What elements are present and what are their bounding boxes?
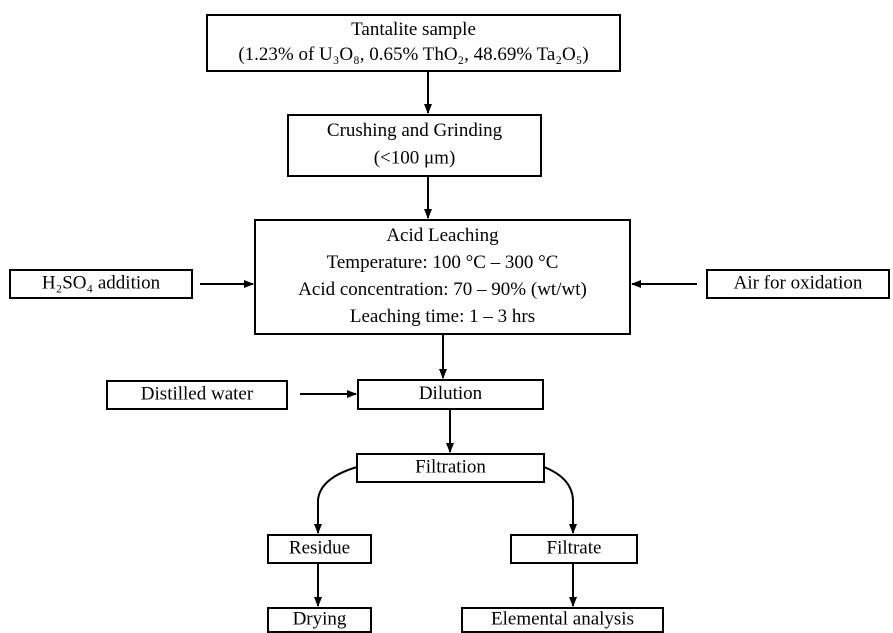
node-label: Temperature: 100 °C – 300 °C [327,252,559,273]
node-label: Filtrate [547,537,602,558]
node-label: (1.23% of U₃O₈, 0.65% ThO₂, 48.69% Ta₂O₅… [238,44,588,65]
node: Drying [267,607,372,633]
node-box [461,607,664,633]
connectors [200,71,697,607]
node-label: Residue [289,537,350,558]
node-label: Elemental analysis [491,608,634,629]
node-label: Tantalite sample [351,19,476,40]
node-label: Distilled water [141,383,254,404]
node-label: Air for oxidation [734,272,863,293]
node-box [254,219,631,335]
node: Elemental analysis [461,607,664,633]
node-label: Crushing and Grinding [327,120,503,141]
node: Filtration [356,453,545,483]
node-box [287,114,542,177]
node-label: Acid Leaching [386,225,499,246]
node: Acid Leaching Temperature: 100 °C – 300 °… [254,219,631,335]
node: Crushing and Grinding (<100 μm) [287,114,542,177]
node: Dilution [357,379,544,410]
node-label: Drying [293,608,347,629]
node: Distilled water [106,380,288,410]
node: Residue [267,534,372,564]
node-label: Leaching time: 1 – 3 hrs [350,306,535,327]
node-box [9,269,193,299]
node-box [267,534,372,564]
boxes: Tantalite sample (1.23% of U₃O₈, 0.65% Th… [9,14,890,633]
node-box [510,534,638,564]
node: Tantalite sample (1.23% of U₃O₈, 0.65% Th… [206,14,621,72]
node-box [206,14,621,72]
node-label: H₂SO₄ addition [42,272,161,293]
node: Filtrate [510,534,638,564]
node-label: Acid concentration: 70 – 90% (wt/wt) [298,279,587,300]
node-box [357,379,544,410]
node-label: Filtration [415,456,486,477]
node-box [706,269,890,299]
node-box [267,607,372,633]
node: Air for oxidation [706,269,890,299]
node-label: (<100 μm) [374,148,456,169]
node: H₂SO₄ addition [9,269,193,299]
node-box [356,453,545,483]
arrow [314,466,358,534]
arrow [543,466,577,534]
node-label: Dilution [419,383,483,404]
node-box [106,380,288,410]
